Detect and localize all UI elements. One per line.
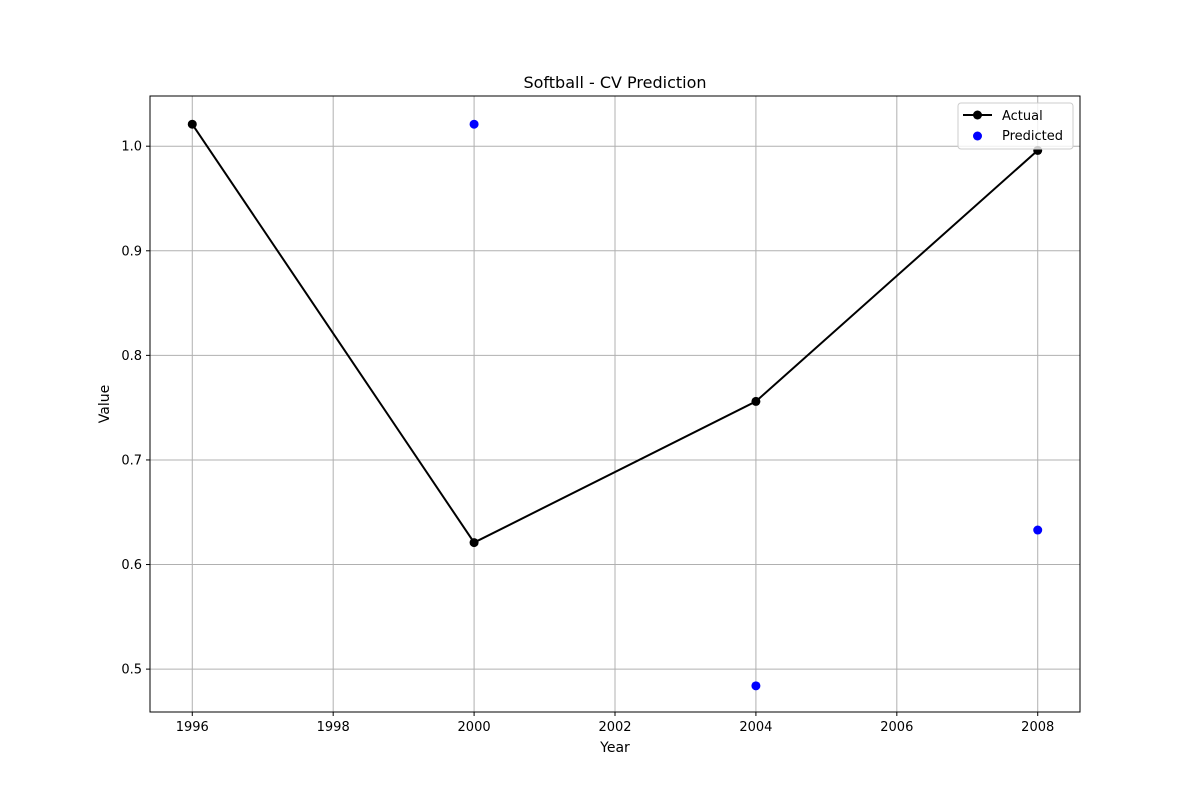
grid <box>150 96 1080 712</box>
legend-actual-marker-icon <box>973 110 982 120</box>
actual-data-point <box>187 119 197 129</box>
predicted-data-point <box>1033 525 1043 535</box>
chart-title: Softball - CV Prediction <box>523 73 706 92</box>
x-tick-label: 2008 <box>1021 720 1054 735</box>
x-tick-label: 2004 <box>739 720 772 735</box>
x-axis-label: Year <box>599 740 630 756</box>
y-tick-label: 0.9 <box>121 244 142 259</box>
axis-ticks: 1996 1998 2000 2002 2004 2006 2008 0.5 0.6 0.7 0.8… <box>121 140 1054 735</box>
x-tick-label: 1996 <box>176 720 209 735</box>
y-tick-label: 0.5 <box>121 663 142 678</box>
legend: Actual Predicted <box>957 102 1074 150</box>
predicted-data-point <box>469 119 479 129</box>
legend-actual-label: Actual <box>1002 109 1043 124</box>
predicted-data-point <box>751 681 761 691</box>
legend-predicted-label: Predicted <box>1002 129 1063 144</box>
y-tick-label: 0.8 <box>121 349 142 364</box>
y-tick-label: 0.6 <box>121 558 142 573</box>
x-tick-label: 2006 <box>880 720 913 735</box>
legend-predicted-marker-icon <box>973 131 982 141</box>
x-tick-label: 2002 <box>598 720 631 735</box>
actual-data-point <box>469 538 479 548</box>
x-tick-label: 2000 <box>458 720 491 735</box>
actual-series-line <box>191 123 1039 544</box>
actual-data-point <box>751 396 761 406</box>
y-axis-label: Value <box>97 385 113 423</box>
y-tick-label: 0.7 <box>121 453 142 468</box>
y-tick-label: 1.0 <box>121 140 142 155</box>
x-tick-label: 1998 <box>317 720 350 735</box>
